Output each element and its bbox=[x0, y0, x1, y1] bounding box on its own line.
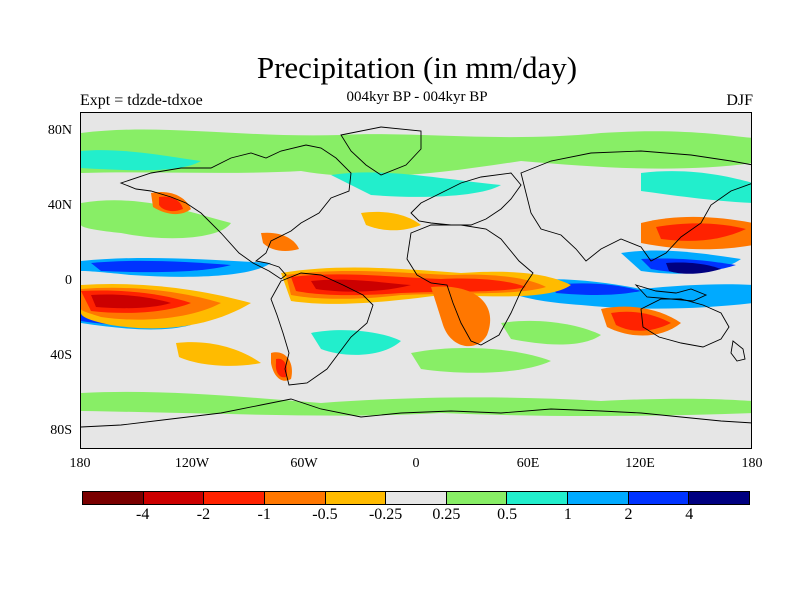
xlabel-60e: 60E bbox=[516, 456, 540, 471]
colorbar-swatch-5 bbox=[386, 492, 447, 504]
coast-europe bbox=[410, 172, 522, 226]
colorbar-label-5: 0.25 bbox=[432, 506, 461, 523]
xlabel-120w: 120W bbox=[174, 456, 210, 471]
colorbar-swatch-4 bbox=[325, 492, 387, 504]
anomaly-patch-blue bbox=[91, 260, 231, 273]
anomaly-patch-yellow bbox=[176, 342, 261, 366]
colorbar-label-3: -0.5 bbox=[312, 506, 338, 523]
coast-greenland bbox=[340, 126, 422, 176]
anomaly-fields bbox=[81, 129, 751, 416]
anomaly-patch-cyan bbox=[641, 171, 751, 203]
colorbar bbox=[82, 491, 750, 505]
colorbar-label-9: 4 bbox=[685, 506, 694, 523]
colorbar-swatch-3 bbox=[264, 492, 326, 504]
anomaly-patch-orange bbox=[261, 232, 299, 251]
coast-south-america bbox=[270, 272, 374, 386]
map-title: Precipitation (in mm/day) bbox=[256, 50, 578, 85]
colorbar-swatch-8 bbox=[568, 492, 629, 504]
anomaly-patch-red bbox=[656, 223, 746, 241]
anomaly-patch-red bbox=[159, 196, 183, 212]
colorbar-swatch-0 bbox=[83, 492, 144, 504]
coast-indonesia bbox=[634, 284, 708, 302]
coast-north-america bbox=[119, 144, 352, 280]
ylabel-0: 0 bbox=[65, 273, 72, 288]
colorbar-swatch-6 bbox=[446, 492, 508, 504]
colorbar-label-7: 1 bbox=[563, 506, 572, 523]
anomaly-patch-green bbox=[411, 347, 551, 373]
xlabel-180-left: 180 bbox=[69, 456, 91, 471]
anomaly-patch-green bbox=[81, 129, 751, 177]
experiment-label: Expt = tdzde-tdxoe bbox=[80, 92, 203, 109]
colorbar-label-8: 2 bbox=[624, 506, 633, 523]
xlabel-120e: 120E bbox=[625, 456, 655, 471]
colorbar-label-2: -1 bbox=[257, 506, 271, 523]
coast-australia bbox=[640, 298, 730, 348]
coastlines bbox=[81, 126, 751, 428]
anomaly-patch-cyan bbox=[331, 172, 501, 197]
anomaly-patch-darkred bbox=[91, 294, 171, 309]
xlabel-60w: 60W bbox=[290, 456, 318, 471]
anomaly-patch-red bbox=[611, 311, 671, 331]
anomaly-patch-yellow bbox=[361, 211, 421, 231]
anomaly-patch-darkred bbox=[311, 279, 411, 292]
anomaly-patch-blue bbox=[551, 283, 641, 295]
coast-antarctica bbox=[81, 398, 751, 428]
coast-new-zealand bbox=[730, 340, 746, 362]
season-label: DJF bbox=[726, 92, 753, 109]
anomaly-patch-green bbox=[81, 200, 231, 239]
colorbar-swatch-10 bbox=[689, 492, 750, 504]
ylabel-40n: 40N bbox=[47, 198, 72, 213]
colorbar-swatch-1 bbox=[143, 492, 205, 504]
precipitation-map bbox=[81, 126, 751, 428]
map-plot-area bbox=[80, 112, 752, 449]
colorbar-swatch-9 bbox=[628, 492, 690, 504]
colorbar-label-6: 0.5 bbox=[497, 506, 518, 523]
coast-asia bbox=[520, 150, 751, 262]
anomaly-patch-red bbox=[275, 358, 287, 378]
colorbar-swatch-7 bbox=[507, 492, 569, 504]
anomaly-patch-green bbox=[501, 320, 601, 345]
xlabel-180-right: 180 bbox=[741, 456, 763, 471]
coast-africa bbox=[406, 224, 534, 346]
anomaly-patch-cyan bbox=[81, 150, 201, 171]
colorbar-label-4: -0.25 bbox=[368, 506, 403, 523]
anomaly-patch-orange bbox=[431, 286, 491, 347]
colorbar-label-1: -2 bbox=[196, 506, 211, 523]
anomaly-patch-darkblue bbox=[666, 262, 721, 274]
ylabel-80s: 80S bbox=[50, 423, 72, 438]
ylabel-80n: 80N bbox=[47, 123, 72, 138]
colorbar-swatch-2 bbox=[204, 492, 265, 504]
map-subtitle: 004kyr BP - 004kyr BP bbox=[346, 89, 488, 105]
anomaly-patch-cyan bbox=[311, 330, 401, 355]
xlabel-0: 0 bbox=[412, 456, 420, 471]
colorbar-label-0: -4 bbox=[136, 506, 150, 523]
ylabel-40s: 40S bbox=[50, 348, 72, 363]
